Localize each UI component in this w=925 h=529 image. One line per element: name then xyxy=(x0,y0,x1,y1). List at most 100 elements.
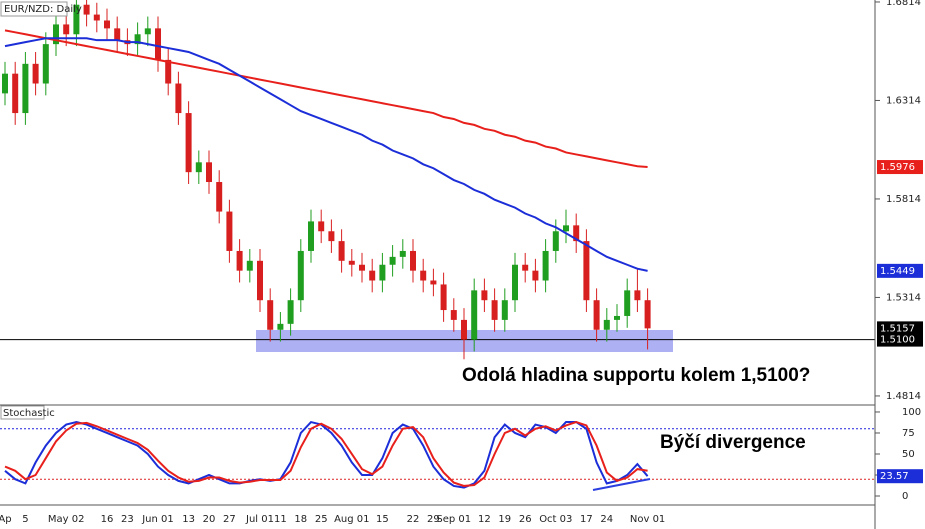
y-tick-label: 1.6814 xyxy=(886,0,921,8)
title-box xyxy=(0,1,68,17)
candle-body xyxy=(644,300,651,329)
candle-body xyxy=(175,83,182,114)
series-line xyxy=(4,421,648,487)
x-tick-label: 15 xyxy=(376,514,389,525)
candle-body xyxy=(563,225,569,232)
x-tick-label: 19 xyxy=(498,514,511,525)
candle-body xyxy=(389,256,396,265)
pane-title: Stochastic xyxy=(3,408,55,419)
candle-body xyxy=(12,73,19,114)
candle-body xyxy=(236,250,243,271)
candle-body xyxy=(2,73,8,94)
series-line xyxy=(4,37,648,272)
candle-body xyxy=(532,270,539,281)
candle-body xyxy=(420,270,427,281)
x-tick-label: 24 xyxy=(600,514,613,525)
price-label-box xyxy=(877,160,923,175)
candle-body xyxy=(614,315,620,320)
candle-body xyxy=(491,300,498,320)
x-tick-label: Jul 01 xyxy=(245,514,274,525)
candle-body xyxy=(206,162,212,183)
x-tick-label: Jun 01 xyxy=(141,514,174,525)
price-label-box xyxy=(877,321,923,336)
y-tick-label: 100 xyxy=(902,407,921,418)
candle-body xyxy=(155,28,161,60)
candle-body xyxy=(348,260,355,265)
candle-body xyxy=(328,231,335,242)
candle-body xyxy=(399,250,406,257)
candle-body xyxy=(134,34,141,45)
candle-body xyxy=(267,300,274,330)
price-label: 1.5157 xyxy=(880,323,915,334)
x-tick-label: 5 xyxy=(22,514,28,525)
x-tick-label: Oct 03 xyxy=(539,514,572,525)
x-tick-label: 12 xyxy=(478,514,491,525)
candle-body xyxy=(634,290,641,301)
candle-body xyxy=(257,260,263,301)
price-label-box xyxy=(877,332,923,347)
candle-body xyxy=(185,113,192,173)
x-tick-label: 22 xyxy=(407,514,420,525)
x-tick-label: 16 xyxy=(101,514,114,525)
price-label-box xyxy=(877,469,923,484)
candle-body xyxy=(430,280,437,285)
candle-body xyxy=(246,260,253,271)
y-tick-label: 50 xyxy=(902,449,915,460)
x-tick-label: 27 xyxy=(223,514,236,525)
x-tick-label: 13 xyxy=(182,514,195,525)
x-tick-label: 17 xyxy=(580,514,593,525)
candle-body xyxy=(93,14,100,21)
y-tick-label: 1.5814 xyxy=(886,194,921,205)
candle-body xyxy=(42,44,49,84)
divergence-line xyxy=(592,478,651,491)
candle-body xyxy=(369,270,376,281)
x-tick-label: May 02 xyxy=(48,514,85,525)
candle-body xyxy=(522,264,529,271)
candle-body xyxy=(338,241,345,261)
x-tick-label: 25 xyxy=(315,514,328,525)
candle-body xyxy=(379,264,386,281)
candle-body xyxy=(624,290,631,316)
candle-body xyxy=(144,28,151,35)
price-label: 1.5100 xyxy=(880,335,915,346)
candle-body xyxy=(114,28,121,41)
y-tick-label: 0 xyxy=(902,491,908,502)
candle-body xyxy=(297,250,304,301)
price-label: 1.5449 xyxy=(880,266,915,277)
x-tick-label: Nov 01 xyxy=(630,514,665,525)
candle-body xyxy=(471,290,478,340)
candle-body xyxy=(552,231,559,251)
price-label: 23.57 xyxy=(880,471,909,482)
x-tick-label: Ap xyxy=(0,514,12,525)
candle-body xyxy=(308,221,314,251)
chart-title: EUR/NZD: Daily xyxy=(4,4,82,15)
x-tick-label: Aug 01 xyxy=(334,514,369,525)
x-tick-label: 23 xyxy=(121,514,134,525)
candle-body xyxy=(73,4,80,35)
candle-body xyxy=(63,24,70,35)
candle-body xyxy=(450,310,457,320)
candle-body xyxy=(318,221,325,232)
candle-body xyxy=(512,264,518,301)
y-tick-label: 1.5314 xyxy=(886,292,921,303)
candle-body xyxy=(593,300,600,330)
candle-body xyxy=(195,162,202,173)
x-tick-label: 26 xyxy=(519,514,532,525)
annotation: Odolá hladina supportu kolem 1,5100? xyxy=(462,365,810,386)
candle-body xyxy=(461,319,467,340)
x-tick-label: 18 xyxy=(294,514,307,525)
candle-body xyxy=(410,250,416,271)
candle-body xyxy=(603,319,610,330)
x-tick-label: 11 xyxy=(274,514,287,525)
candle-body xyxy=(216,182,223,212)
candle-body xyxy=(287,300,294,324)
y-tick-label: 1.4814 xyxy=(886,391,921,402)
candle-body xyxy=(165,59,172,84)
candle-body xyxy=(32,63,39,84)
candle-body xyxy=(573,225,580,242)
pane-title-box xyxy=(0,405,45,420)
candle-body xyxy=(22,63,29,114)
series-line xyxy=(4,420,649,489)
